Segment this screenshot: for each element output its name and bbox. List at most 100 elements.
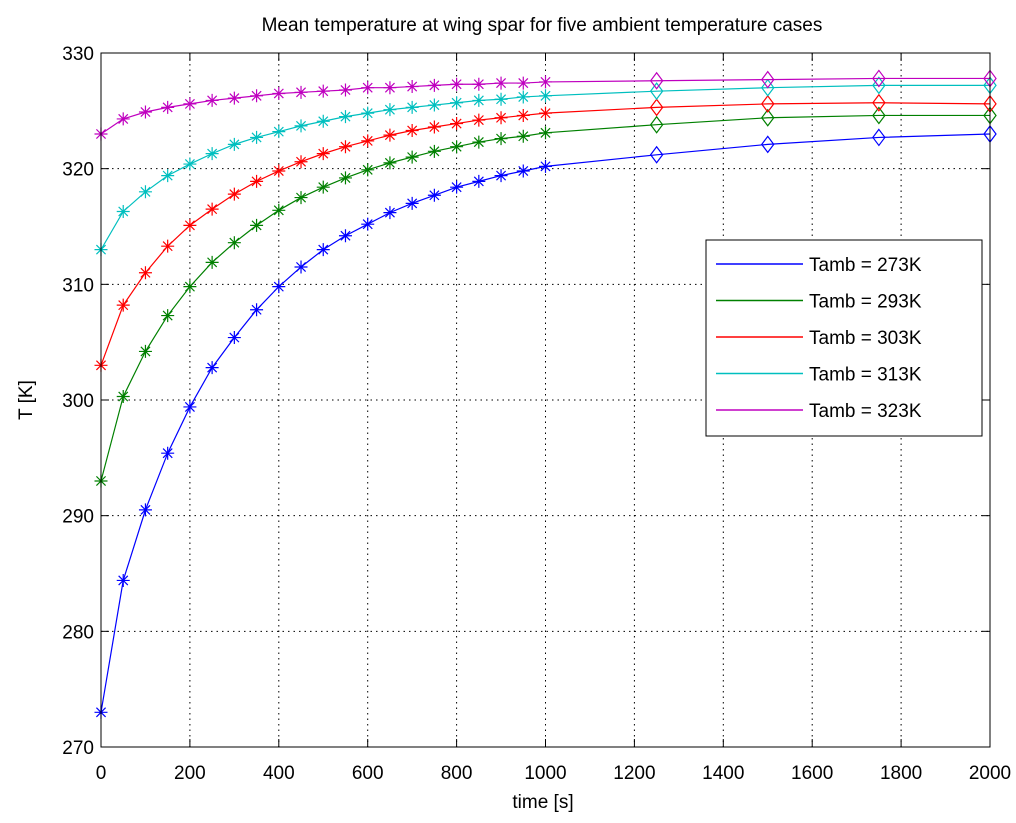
asterisk-marker [405,196,419,210]
asterisk-marker [338,140,352,154]
legend-box [705,239,983,437]
asterisk-marker [516,76,530,90]
asterisk-marker [161,446,175,460]
asterisk-marker [338,110,352,124]
asterisk-marker [516,108,530,122]
asterisk-marker [427,98,441,112]
asterisk-marker [539,126,552,140]
asterisk-marker [361,81,375,95]
asterisk-marker [383,103,397,117]
plot-area [94,69,997,719]
y-tick-label: 300 [62,391,94,412]
asterisk-marker [116,298,130,312]
asterisk-marker [405,100,419,114]
asterisk-marker [161,100,175,114]
asterisk-marker [205,361,219,375]
asterisk-marker [494,92,508,106]
asterisk-marker [205,202,219,216]
asterisk-marker [516,129,530,143]
asterisk-marker [227,91,241,105]
asterisk-marker [405,150,419,164]
x-tick-label: 1600 [791,763,833,784]
x-tick-label: 600 [352,763,384,784]
diamond-marker [649,82,664,101]
asterisk-marker [116,204,130,218]
diamond-marker [649,98,664,117]
asterisk-marker [450,77,464,91]
diamond-marker [872,106,886,125]
asterisk-marker [427,144,441,158]
asterisk-marker [383,206,397,220]
x-tick-label: 2000 [969,763,1011,784]
asterisk-marker [250,89,264,103]
asterisk-marker [472,135,486,149]
legend-label: Tamb = 273K [809,255,922,276]
x-tick-label: 1000 [524,763,566,784]
chart-title: Mean temperature at wing spar for five a… [262,15,823,36]
y-tick-label: 320 [62,160,94,181]
diamond-marker [872,76,886,95]
asterisk-marker [338,229,352,243]
asterisk-marker [516,164,530,178]
asterisk-marker [138,266,152,280]
asterisk-marker [116,390,130,404]
asterisk-marker [361,106,375,120]
asterisk-marker [250,130,264,144]
asterisk-marker [272,280,286,294]
legend: Tamb = 273K Tamb = 293K Tamb = 303K Tamb = … [705,239,983,437]
asterisk-marker [383,81,397,95]
asterisk-marker [183,157,197,171]
asterisk-marker [205,93,219,107]
diamond-marker [761,135,775,154]
asterisk-marker [494,169,508,183]
diamond-marker [760,94,775,113]
x-tick-label: 1800 [880,763,922,784]
asterisk-marker [227,331,241,345]
asterisk-marker [138,105,152,119]
x-axis-label: time [s] [512,792,573,813]
legend-label: Tamb = 303K [809,328,922,349]
asterisk-marker [383,128,397,142]
asterisk-marker [427,78,441,92]
y-tick-label: 310 [62,275,94,296]
asterisk-marker [316,243,330,257]
asterisk-marker [183,97,197,111]
asterisk-marker [539,106,552,120]
asterisk-marker [250,303,264,317]
asterisk-marker [472,174,486,188]
x-tick-label: 400 [263,763,295,784]
x-tick-label: 1400 [702,763,744,784]
asterisk-marker [494,111,508,125]
asterisk-marker [405,123,419,137]
asterisk-marker [250,174,264,188]
asterisk-marker [516,90,530,104]
x-tick-label: 800 [441,763,473,784]
asterisk-marker [294,191,308,205]
asterisk-marker [539,75,552,89]
asterisk-marker [338,171,352,185]
asterisk-marker [539,89,552,103]
diamond-marker [761,78,775,97]
asterisk-marker [138,503,152,517]
asterisk-marker [539,159,552,173]
asterisk-marker [405,80,419,94]
asterisk-marker [472,113,486,127]
asterisk-marker [316,180,330,194]
asterisk-marker [227,137,241,151]
asterisk-marker [450,180,464,194]
asterisk-marker [494,132,508,146]
diamond-marker [649,145,664,164]
y-tick-label: 330 [62,44,94,65]
diamond-marker [872,69,886,88]
y-tick-label: 280 [62,622,94,643]
asterisk-marker [316,114,330,128]
asterisk-marker [183,218,197,232]
asterisk-marker [338,83,352,97]
asterisk-marker [450,140,464,154]
asterisk-marker [294,260,308,274]
asterisk-marker [316,84,330,98]
asterisk-marker [472,77,486,91]
asterisk-marker [161,169,175,183]
asterisk-marker [472,93,486,107]
